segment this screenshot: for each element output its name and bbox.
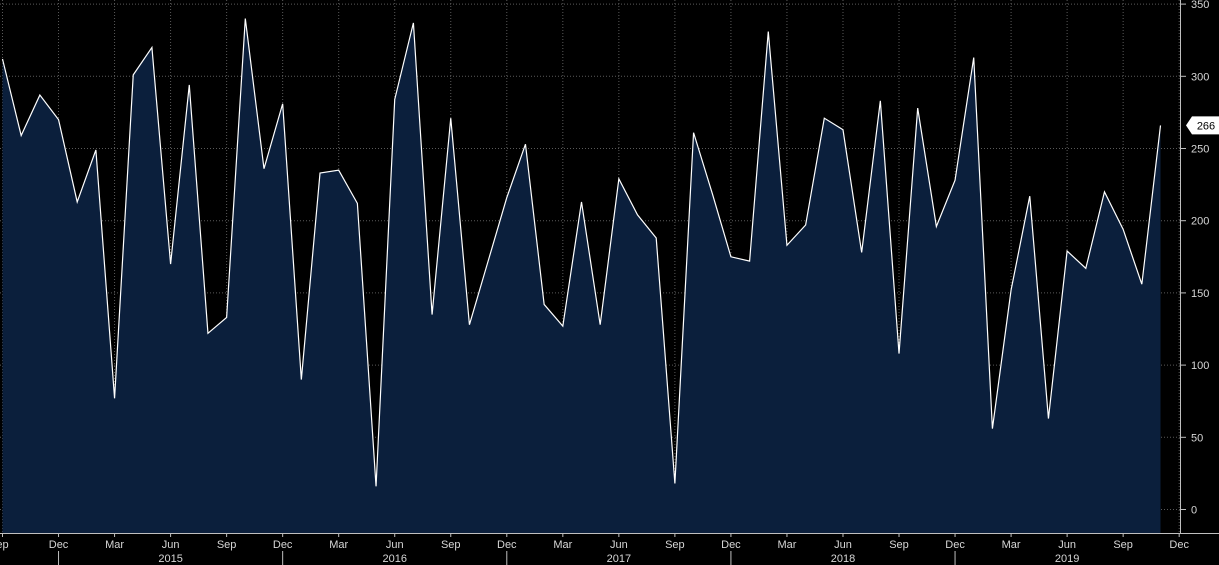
x-tick-label: Dec	[49, 539, 69, 551]
x-tick-label: Jun	[162, 539, 180, 551]
x-tick-label: Dec	[273, 539, 293, 551]
x-tick-label: Dec	[945, 539, 965, 551]
year-label: 2019	[1055, 553, 1079, 565]
x-tick-label: Dec	[721, 539, 741, 551]
year-label: 2018	[831, 553, 855, 565]
y-tick-label: 350	[1191, 0, 1209, 11]
year-label: 2017	[607, 553, 631, 565]
y-tick-label: 250	[1191, 144, 1209, 156]
x-tick-label: Sep	[441, 539, 461, 551]
x-tick-label: Mar	[105, 539, 124, 551]
y-tick-label: 100	[1191, 360, 1209, 372]
x-tick-label: Mar	[553, 539, 572, 551]
year-label: 2015	[158, 553, 182, 565]
x-tick-label: Dec	[497, 539, 517, 551]
x-tick-label: ep	[0, 539, 9, 551]
x-tick-label: Sep	[217, 539, 237, 551]
x-tick-label: Sep	[1113, 539, 1133, 551]
x-tick-label: Jun	[834, 539, 852, 551]
y-tick-label: 150	[1191, 288, 1209, 300]
x-tick-label: Jun	[386, 539, 404, 551]
last-value-label: 266	[1197, 120, 1215, 132]
area-layer	[1, 18, 1162, 534]
y-tick-label: 300	[1191, 71, 1209, 83]
x-tick-label: Jun	[1058, 539, 1076, 551]
x-tick-label: Mar	[777, 539, 796, 551]
label-layer: 266	[1186, 116, 1219, 135]
x-tick-label: Mar	[329, 539, 348, 551]
y-tick-label: 50	[1191, 432, 1203, 444]
x-tick-label: Sep	[889, 539, 909, 551]
year-label: 2016	[382, 553, 406, 565]
y-tick-label: 0	[1191, 505, 1197, 517]
x-tick-label: Dec	[1169, 539, 1189, 551]
y-tick-label: 200	[1191, 216, 1209, 228]
x-tick-label: Sep	[665, 539, 685, 551]
x-tick-label: Mar	[1002, 539, 1021, 551]
x-tick-label: Jun	[610, 539, 628, 551]
series-area	[2, 18, 1161, 534]
last-value-badge	[1186, 116, 1219, 135]
